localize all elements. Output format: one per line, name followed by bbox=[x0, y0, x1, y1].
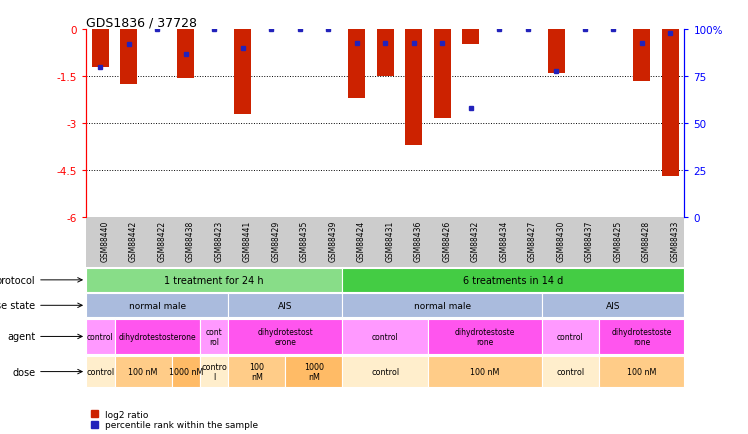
Text: 6 treatments in 14 d: 6 treatments in 14 d bbox=[463, 275, 563, 285]
Text: control: control bbox=[87, 332, 114, 341]
Bar bbox=[662, 30, 678, 177]
Text: control: control bbox=[86, 367, 114, 376]
FancyBboxPatch shape bbox=[542, 294, 684, 318]
Text: GSM88434: GSM88434 bbox=[499, 220, 508, 261]
Text: agent: agent bbox=[7, 332, 82, 342]
FancyBboxPatch shape bbox=[86, 319, 114, 354]
FancyBboxPatch shape bbox=[200, 319, 228, 354]
Bar bbox=[633, 30, 650, 82]
FancyBboxPatch shape bbox=[86, 268, 343, 292]
Text: GSM88436: GSM88436 bbox=[414, 220, 423, 261]
FancyBboxPatch shape bbox=[171, 356, 200, 388]
Text: dihydrotestost
erone: dihydrotestost erone bbox=[257, 327, 313, 346]
FancyBboxPatch shape bbox=[114, 356, 171, 388]
FancyBboxPatch shape bbox=[343, 319, 428, 354]
Text: 100 nM: 100 nM bbox=[627, 367, 656, 376]
Text: disease state: disease state bbox=[0, 301, 82, 311]
Text: GSM88442: GSM88442 bbox=[129, 220, 138, 261]
Text: 100
nM: 100 nM bbox=[250, 362, 265, 381]
Bar bbox=[348, 30, 365, 99]
Text: GSM88422: GSM88422 bbox=[157, 220, 166, 261]
FancyBboxPatch shape bbox=[228, 294, 343, 318]
Bar bbox=[120, 30, 138, 85]
Text: GSM88426: GSM88426 bbox=[442, 220, 451, 261]
Text: GSM88425: GSM88425 bbox=[613, 220, 622, 261]
Text: dihydrotestosterone: dihydrotestosterone bbox=[118, 332, 196, 341]
Text: AIS: AIS bbox=[606, 301, 620, 310]
Text: control: control bbox=[371, 367, 399, 376]
Text: GSM88437: GSM88437 bbox=[585, 220, 594, 261]
Text: contro
l: contro l bbox=[201, 362, 227, 381]
FancyBboxPatch shape bbox=[542, 319, 599, 354]
FancyBboxPatch shape bbox=[542, 356, 599, 388]
FancyBboxPatch shape bbox=[286, 356, 343, 388]
Text: GSM88435: GSM88435 bbox=[300, 220, 309, 261]
Text: GSM88433: GSM88433 bbox=[670, 220, 679, 261]
Text: cont
rol: cont rol bbox=[206, 327, 223, 346]
Text: 1000
nM: 1000 nM bbox=[304, 362, 324, 381]
FancyBboxPatch shape bbox=[343, 268, 684, 292]
Text: GSM88440: GSM88440 bbox=[100, 220, 109, 261]
FancyBboxPatch shape bbox=[599, 319, 684, 354]
Text: control: control bbox=[557, 332, 584, 341]
Text: 100 nM: 100 nM bbox=[470, 367, 500, 376]
Text: GSM88429: GSM88429 bbox=[272, 220, 280, 261]
Text: GSM88427: GSM88427 bbox=[527, 220, 537, 261]
Text: normal male: normal male bbox=[414, 301, 470, 310]
Text: GSM88423: GSM88423 bbox=[214, 220, 223, 261]
FancyBboxPatch shape bbox=[114, 319, 200, 354]
FancyBboxPatch shape bbox=[428, 319, 542, 354]
Text: GSM88424: GSM88424 bbox=[357, 220, 366, 261]
FancyBboxPatch shape bbox=[228, 319, 343, 354]
Legend: log2 ratio, percentile rank within the sample: log2 ratio, percentile rank within the s… bbox=[91, 410, 258, 430]
FancyBboxPatch shape bbox=[228, 356, 286, 388]
Text: GSM88430: GSM88430 bbox=[557, 220, 565, 261]
Text: GDS1836 / 37728: GDS1836 / 37728 bbox=[86, 16, 197, 29]
FancyBboxPatch shape bbox=[428, 356, 542, 388]
Text: GSM88432: GSM88432 bbox=[470, 220, 479, 261]
FancyBboxPatch shape bbox=[86, 294, 228, 318]
Bar bbox=[462, 30, 479, 44]
Bar bbox=[405, 30, 423, 146]
FancyBboxPatch shape bbox=[200, 356, 228, 388]
Text: GSM88438: GSM88438 bbox=[186, 220, 194, 261]
Text: GSM88441: GSM88441 bbox=[243, 220, 252, 261]
Bar bbox=[234, 30, 251, 115]
Text: protocol: protocol bbox=[0, 275, 82, 285]
Text: 100 nM: 100 nM bbox=[129, 367, 158, 376]
Bar bbox=[92, 30, 108, 68]
Text: control: control bbox=[372, 332, 399, 341]
Text: GSM88431: GSM88431 bbox=[385, 220, 394, 261]
FancyBboxPatch shape bbox=[599, 356, 684, 388]
FancyBboxPatch shape bbox=[343, 294, 542, 318]
Text: 1 treatment for 24 h: 1 treatment for 24 h bbox=[165, 275, 264, 285]
Bar bbox=[377, 30, 393, 77]
Bar bbox=[434, 30, 451, 119]
Text: AIS: AIS bbox=[278, 301, 292, 310]
Text: dihydrotestoste
rone: dihydrotestoste rone bbox=[455, 327, 515, 346]
Bar bbox=[177, 30, 194, 79]
Text: dose: dose bbox=[12, 367, 82, 377]
FancyBboxPatch shape bbox=[343, 356, 428, 388]
Bar bbox=[548, 30, 565, 73]
Text: GSM88439: GSM88439 bbox=[328, 220, 337, 261]
Text: normal male: normal male bbox=[129, 301, 186, 310]
Text: GSM88428: GSM88428 bbox=[642, 220, 651, 261]
FancyBboxPatch shape bbox=[86, 356, 114, 388]
Text: 1000 nM: 1000 nM bbox=[168, 367, 203, 376]
Text: control: control bbox=[557, 367, 584, 376]
Text: dihydrotestoste
rone: dihydrotestoste rone bbox=[611, 327, 672, 346]
